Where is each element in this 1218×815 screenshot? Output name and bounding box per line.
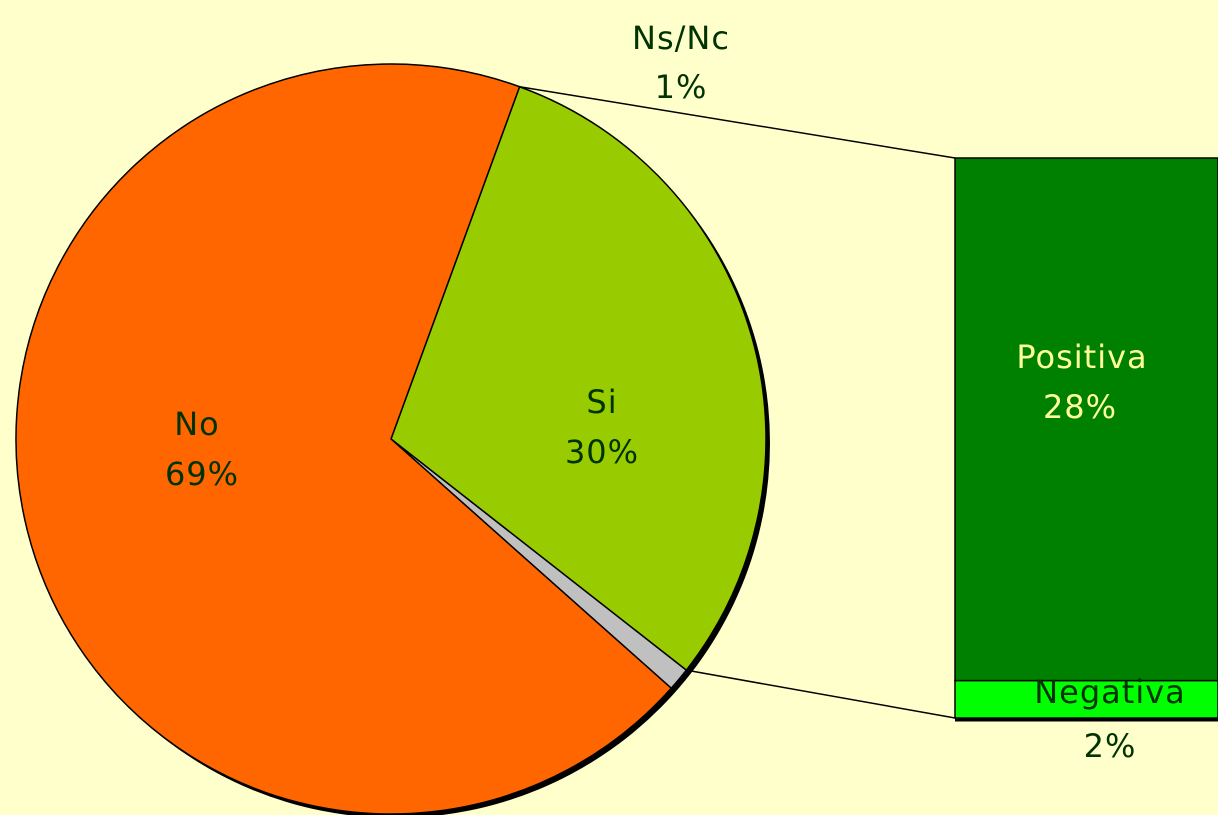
slice-label-nsnc: Ns/Nc (632, 19, 730, 57)
bar-segment-negativa (954, 679, 1218, 719)
connector-bottom (686, 669, 956, 719)
slice-value-si: 30% (565, 433, 639, 471)
bar-segment-positiva (954, 157, 1218, 682)
bar-value-positiva: 28% (1043, 388, 1117, 426)
pie-slice-no (15, 63, 673, 815)
pie-slice-si (390, 85, 767, 672)
pie (15, 63, 767, 815)
connector-top (519, 85, 956, 159)
breakdown-bar (954, 157, 1218, 722)
data-labels: No 69% Si 30% Ns/Nc 1% Positiva 28% Nega… (165, 19, 1186, 765)
bar-value-negativa: 2% (1084, 727, 1137, 765)
slice-label-no: No (174, 405, 220, 443)
slice-label-si: Si (586, 383, 617, 421)
bar-label-positiva: Positiva (1016, 338, 1147, 376)
bar-label-negativa: Negativa (1034, 673, 1186, 711)
slice-value-no: 69% (165, 455, 239, 493)
connector-lines (519, 85, 956, 719)
slice-value-nsnc: 1% (655, 68, 708, 106)
